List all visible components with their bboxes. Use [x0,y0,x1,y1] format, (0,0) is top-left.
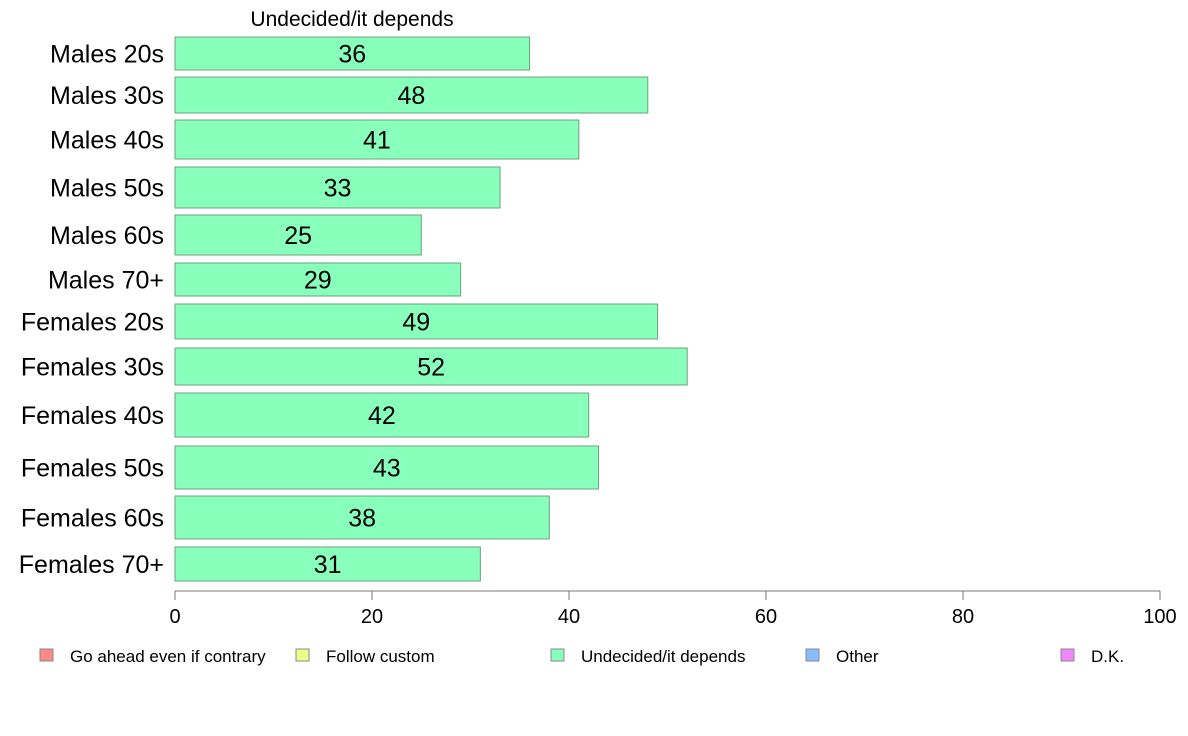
bar-value-label: 42 [368,402,396,430]
bar [174,36,531,71]
category-label: Females 30s [21,354,164,382]
bar [174,546,481,582]
x-tick-label: 80 [952,606,974,628]
legend-label: Undecided/it depends [581,647,745,666]
bar-value-label: 31 [314,551,342,579]
bar [174,392,590,438]
category-label: Males 70+ [48,267,164,295]
bar-value-label: 33 [324,175,352,203]
legend-swatch [1060,648,1075,662]
legend-item: Undecided/it depends [550,647,745,666]
bar [174,445,600,490]
legend-item: Other [805,647,879,666]
bars-layer: Males 20s 36 Males 30s 48 Males 40s 41 Males 5… [19,36,688,582]
bar-value-label: 48 [397,82,425,110]
bar-value-label: 52 [417,354,445,382]
bar [174,166,501,209]
bar [174,262,462,297]
x-tick-label: 100 [1143,606,1176,628]
x-tick-label: 40 [558,606,580,628]
legend: Go ahead even if contrary Follow custom Un… [39,647,1124,666]
legend-label: Go ahead even if contrary [70,647,266,666]
x-tick-label: 60 [755,606,777,628]
legend-swatch [39,648,54,662]
x-tick-label: 20 [361,606,383,628]
legend-label: Other [836,647,879,666]
category-label: Males 20s [50,41,164,69]
bar [174,347,688,386]
category-label: Females 40s [21,402,164,430]
bar [174,76,649,114]
x-axis: 0 20 40 60 80 100 [169,590,1177,628]
legend-swatch [550,648,565,662]
bar-value-label: 36 [338,41,366,69]
bar-value-label: 49 [402,309,430,337]
bar [174,495,550,540]
chart-title: Undecided/it depends [250,8,453,31]
legend-item: Follow custom [295,647,435,666]
category-label: Females 50s [21,455,164,483]
legend-swatch [295,648,310,662]
legend-item: D.K. [1060,647,1124,666]
bar-value-label: 29 [304,267,332,295]
category-label: Females 20s [21,309,164,337]
bar-value-label: 38 [348,505,376,533]
legend-label: D.K. [1091,647,1124,666]
bar-value-label: 41 [363,127,391,155]
bar [174,119,580,160]
category-label: Males 40s [50,127,164,155]
x-tick-label: 0 [169,606,180,628]
category-label: Males 30s [50,82,164,110]
category-label: Males 50s [50,175,164,203]
legend-label: Follow custom [326,647,435,666]
category-label: Males 60s [50,222,164,250]
bar-value-label: 43 [373,455,401,483]
category-label: Females 70+ [19,551,164,579]
category-label: Females 60s [21,505,164,533]
bar [174,214,422,256]
legend-item: Go ahead even if contrary [39,647,266,666]
bar-value-label: 25 [284,222,312,250]
legend-swatch [805,648,820,662]
bar [174,303,659,340]
